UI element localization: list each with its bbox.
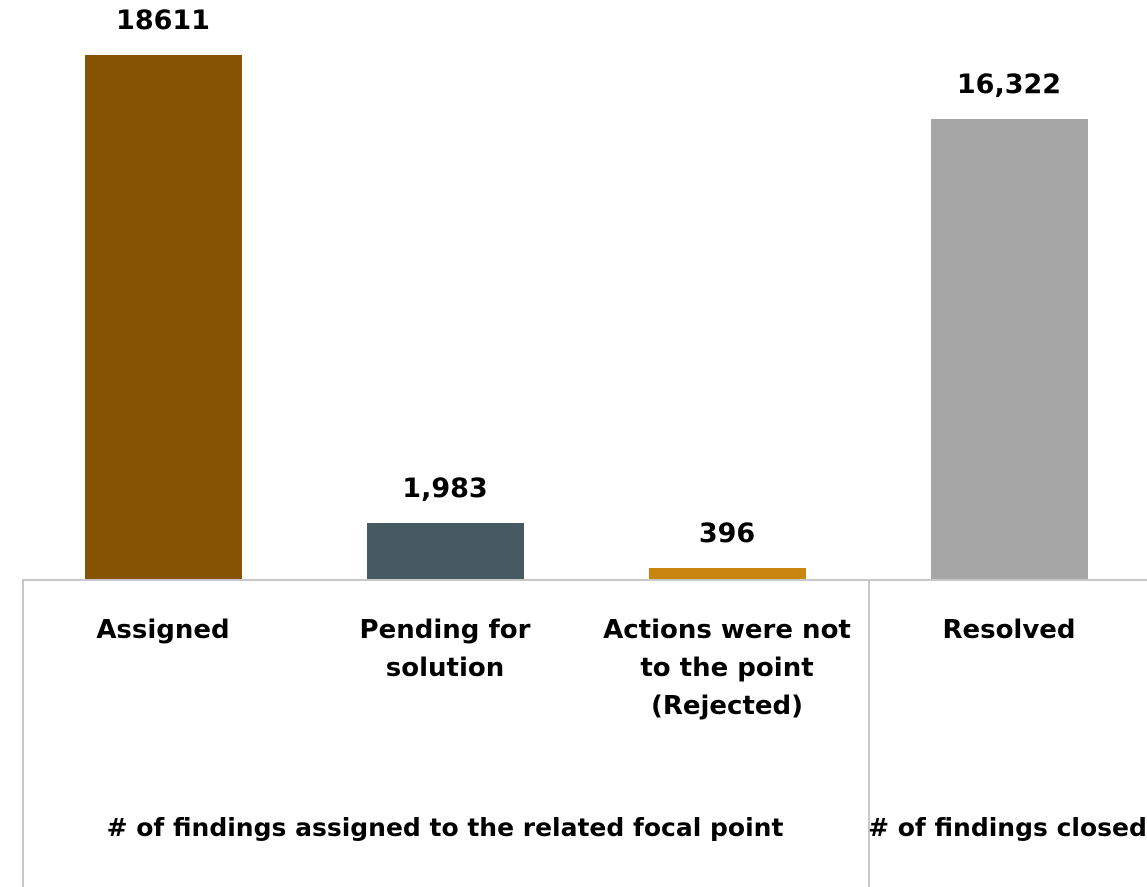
group-label: # of findings assigned to the related fo…: [106, 813, 784, 842]
category-label: Pending for solution: [359, 615, 531, 683]
value-label: 16,322: [956, 69, 1062, 101]
category-label: Actions were not to the point (Rejected): [603, 615, 851, 721]
value-label: 18611: [116, 5, 210, 36]
bar: [366, 523, 524, 579]
rule: [22, 579, 24, 887]
rule: [868, 579, 870, 887]
bar: [930, 119, 1088, 579]
value-label: 396: [698, 517, 756, 549]
value-label: 1,983: [402, 473, 488, 505]
bar: [648, 567, 806, 579]
rule: [22, 579, 1147, 581]
category-label: Resolved: [942, 615, 1076, 645]
group-label: # of findings closed: [868, 813, 1147, 842]
category-label: Assigned: [96, 615, 230, 645]
bar: [84, 55, 242, 579]
